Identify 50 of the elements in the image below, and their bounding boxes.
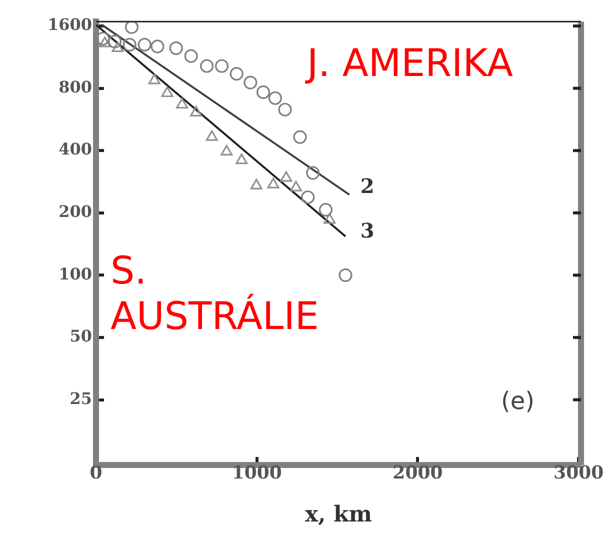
- point: [124, 22, 139, 34]
- point: [301, 190, 315, 204]
- x-axis-title: x, km: [305, 502, 372, 528]
- y-tick-label: 400: [58, 140, 92, 159]
- annotation: J. AMERIKA: [304, 40, 513, 85]
- point: [138, 38, 152, 52]
- point: [244, 76, 258, 90]
- y-tick-label: 100: [58, 264, 92, 284]
- point: [169, 41, 183, 55]
- x-tick-label: 2000: [392, 462, 443, 484]
- annotation: (e): [500, 387, 534, 416]
- point: [250, 178, 262, 190]
- point: [268, 91, 282, 105]
- point: [190, 106, 202, 116]
- y-tick-label: 200: [58, 202, 92, 222]
- point: [161, 86, 174, 98]
- annotation: 2: [360, 174, 374, 198]
- point: [108, 34, 122, 48]
- point: [278, 102, 292, 116]
- annotation: S. AUSTRÁLIE: [110, 248, 319, 338]
- point: [150, 40, 164, 54]
- x-tick-label: 1000: [232, 462, 282, 484]
- y-tick-label: 800: [58, 77, 92, 96]
- point: [290, 180, 302, 192]
- point: [220, 144, 233, 156]
- point: [324, 213, 336, 224]
- point: [338, 268, 352, 282]
- y-tick-label: 50: [70, 326, 92, 346]
- annotation: 3: [360, 218, 374, 242]
- y-tick-label: 1600: [47, 15, 92, 34]
- y-tick-label: 25: [70, 388, 92, 408]
- point: [200, 59, 214, 73]
- point: [293, 130, 307, 144]
- point: [112, 41, 124, 52]
- x-tick-label: 0: [90, 462, 102, 484]
- point: [267, 178, 280, 188]
- point: [122, 38, 136, 52]
- point: [256, 85, 270, 99]
- point: [214, 59, 229, 73]
- point: [236, 154, 248, 164]
- point: [306, 166, 320, 180]
- point: [280, 171, 292, 182]
- point: [184, 49, 198, 63]
- point: [148, 74, 160, 84]
- x-tick-label: 3000: [554, 462, 604, 484]
- point: [230, 66, 244, 81]
- point: [318, 202, 333, 217]
- point: [98, 36, 111, 48]
- point: [206, 130, 218, 141]
- point: [176, 98, 188, 109]
